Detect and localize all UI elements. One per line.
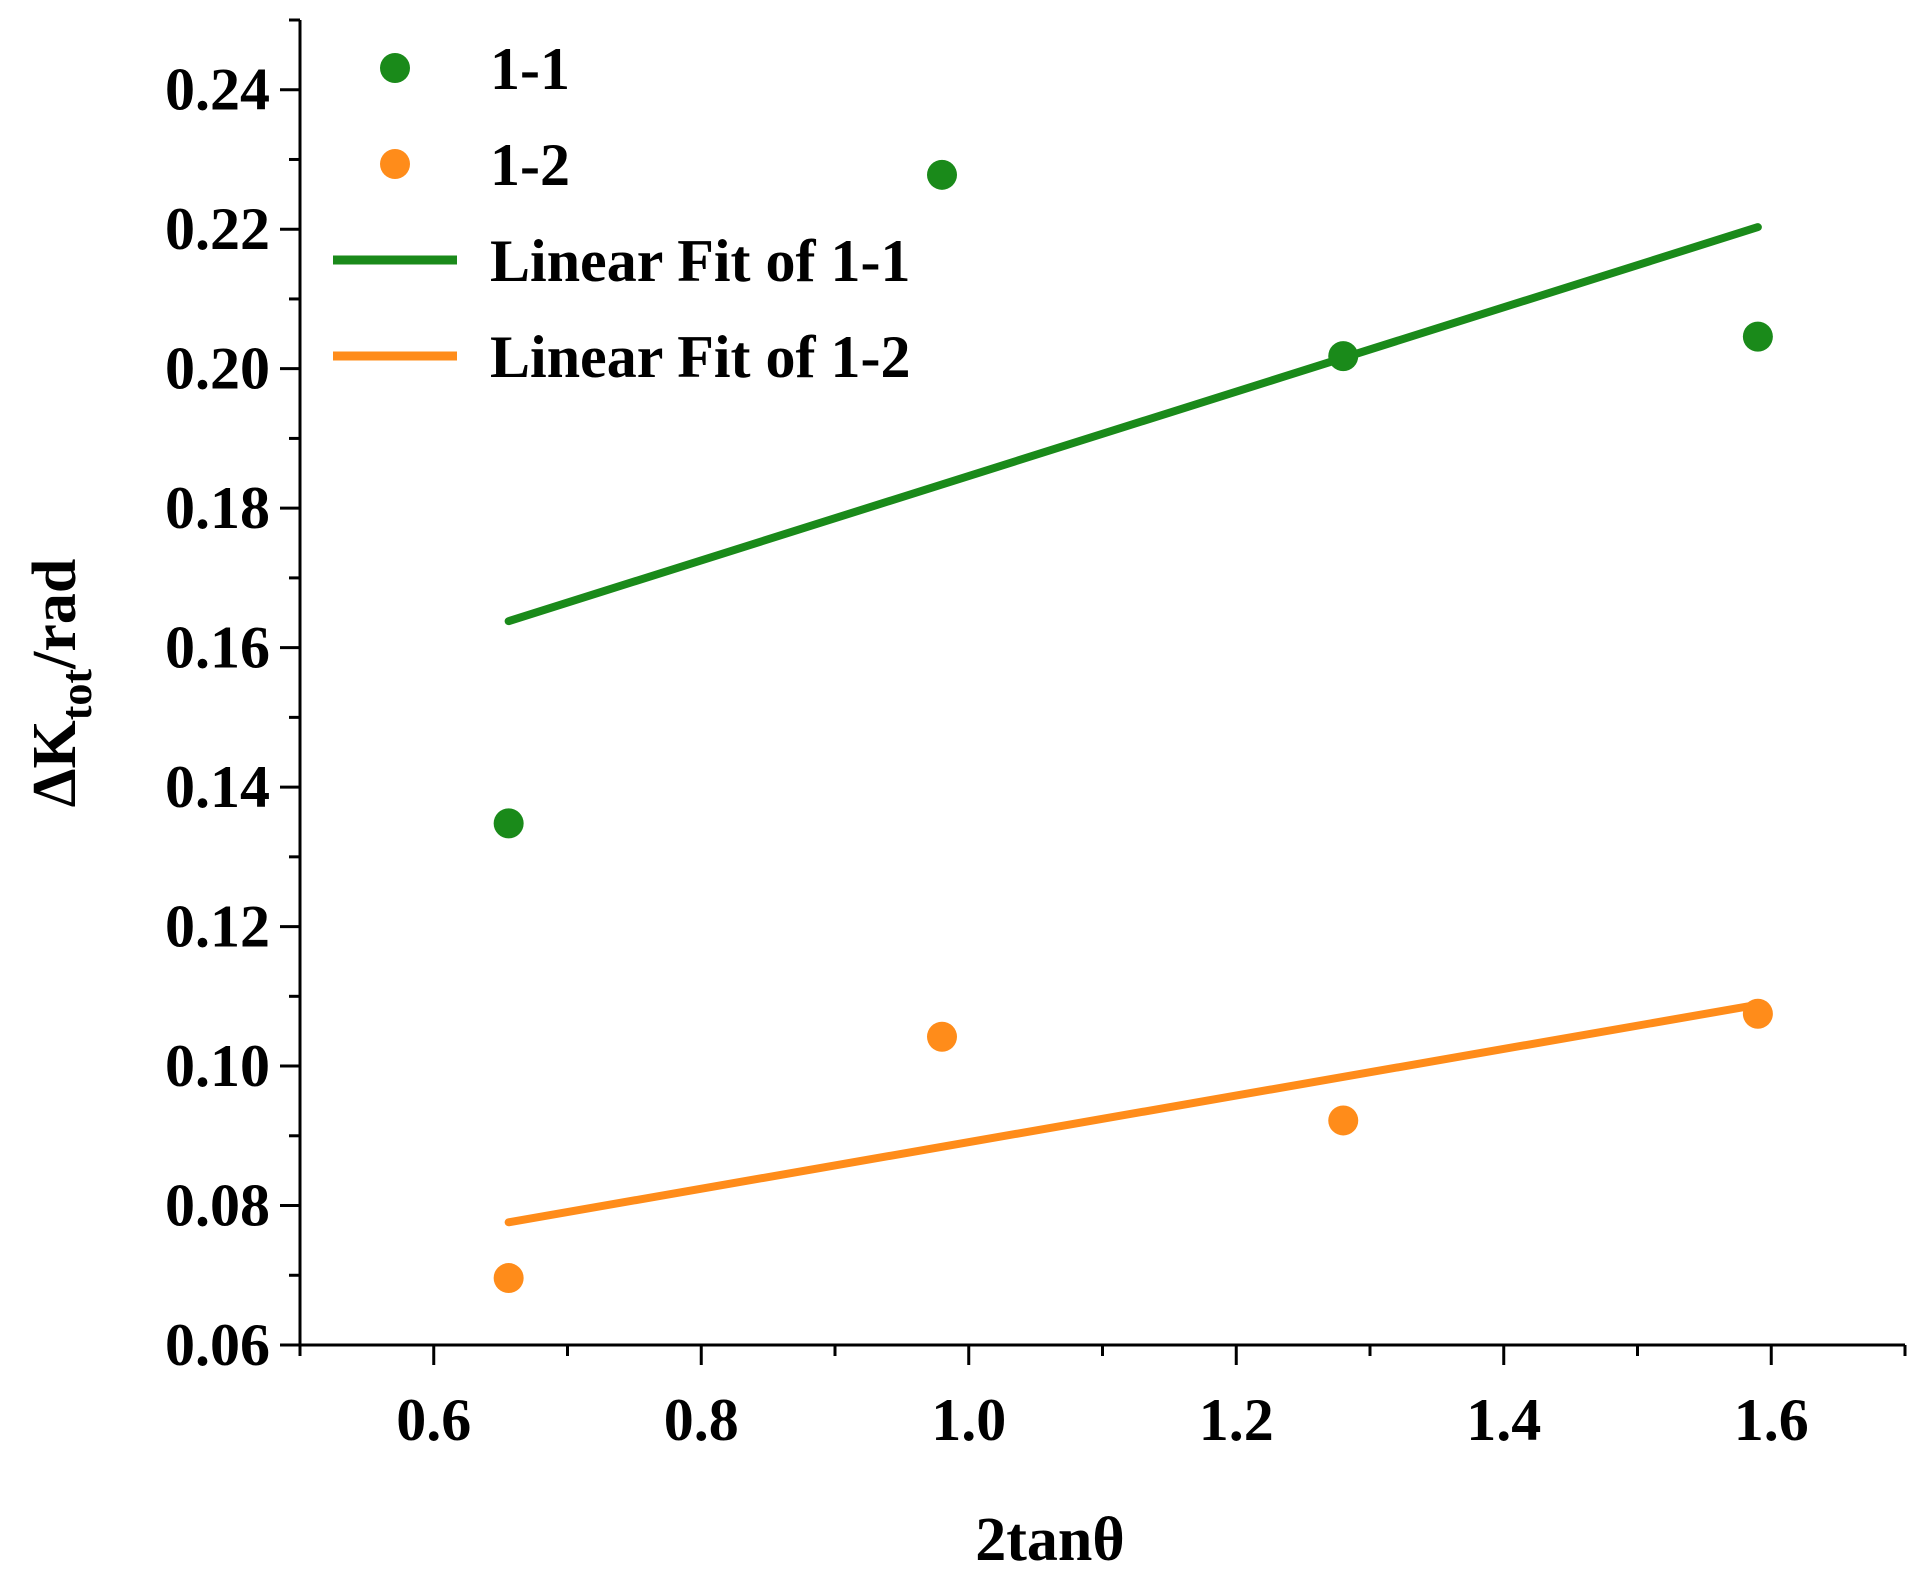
y-tick-label: 0.08 (165, 1173, 270, 1239)
x-tick-label: 1.4 (1466, 1387, 1541, 1453)
y-tick-label: 0.22 (165, 196, 270, 262)
x-tick-label: 1.0 (931, 1387, 1006, 1453)
y-tick-label: 0.14 (165, 754, 270, 820)
legend-label-linear-fit-of-1-2: Linear Fit of 1-2 (490, 324, 911, 390)
x-axis-ticks: 0.6 0.8 1.0 1.2 1.4 1.6 (298, 1345, 1907, 1453)
legend-label-1-1: 1-1 (490, 36, 570, 102)
y-axis-title: ΔKtot/rad (21, 559, 101, 808)
y-tick-label: 0.06 (165, 1312, 270, 1378)
data-point-1-1 (1328, 341, 1359, 372)
data-point-1-1 (493, 808, 524, 839)
x-axis-title: 2tanθ (975, 1506, 1125, 1574)
fit-line-linear-fit-of-1-1 (504, 223, 1762, 626)
x-tick-label: 1.6 (1734, 1387, 1809, 1453)
y-axis-title-subscript: tot (52, 669, 101, 721)
legend: 1-1 1-2 Linear Fit of 1-1 Linear Fit of 1-2 (333, 36, 911, 390)
y-axis-title-suffix: /rad (21, 559, 89, 670)
legend-label-linear-fit-of-1-1: Linear Fit of 1-1 (490, 228, 911, 294)
y-tick-label: 0.24 (165, 57, 270, 123)
fit-line-linear-fit-of-1-2 (504, 1000, 1762, 1227)
legend-marker-1-1 (380, 53, 410, 83)
y-tick-label: 0.16 (165, 615, 270, 681)
y-axis-ticks: 0.06 0.08 0.10 0.12 0.14 0.16 0.18 0.20 0.22 0.24 (165, 18, 300, 1378)
y-tick-label: 0.12 (165, 894, 270, 960)
legend-label-1-2: 1-2 (490, 132, 570, 198)
data-point-1-2 (927, 1021, 957, 1052)
y-tick-label: 0.18 (165, 475, 270, 541)
x-tick-label: 0.6 (396, 1387, 471, 1453)
data-point-1-1 (1742, 321, 1773, 352)
x-tick-label: 1.2 (1199, 1387, 1274, 1453)
data-point-1-1 (927, 159, 957, 190)
x-tick-label: 0.8 (664, 1387, 739, 1453)
plot-frame (298, 20, 1905, 1347)
legend-marker-1-2 (380, 149, 410, 179)
y-tick-label: 0.20 (165, 336, 270, 402)
data-point-1-2 (1328, 1105, 1359, 1136)
y-axis-title-main: ΔK (21, 720, 89, 807)
data-point-1-2 (493, 1263, 524, 1294)
data-point-1-2 (1742, 998, 1773, 1029)
y-tick-label: 0.10 (165, 1033, 270, 1099)
series-layer (493, 159, 1773, 1294)
